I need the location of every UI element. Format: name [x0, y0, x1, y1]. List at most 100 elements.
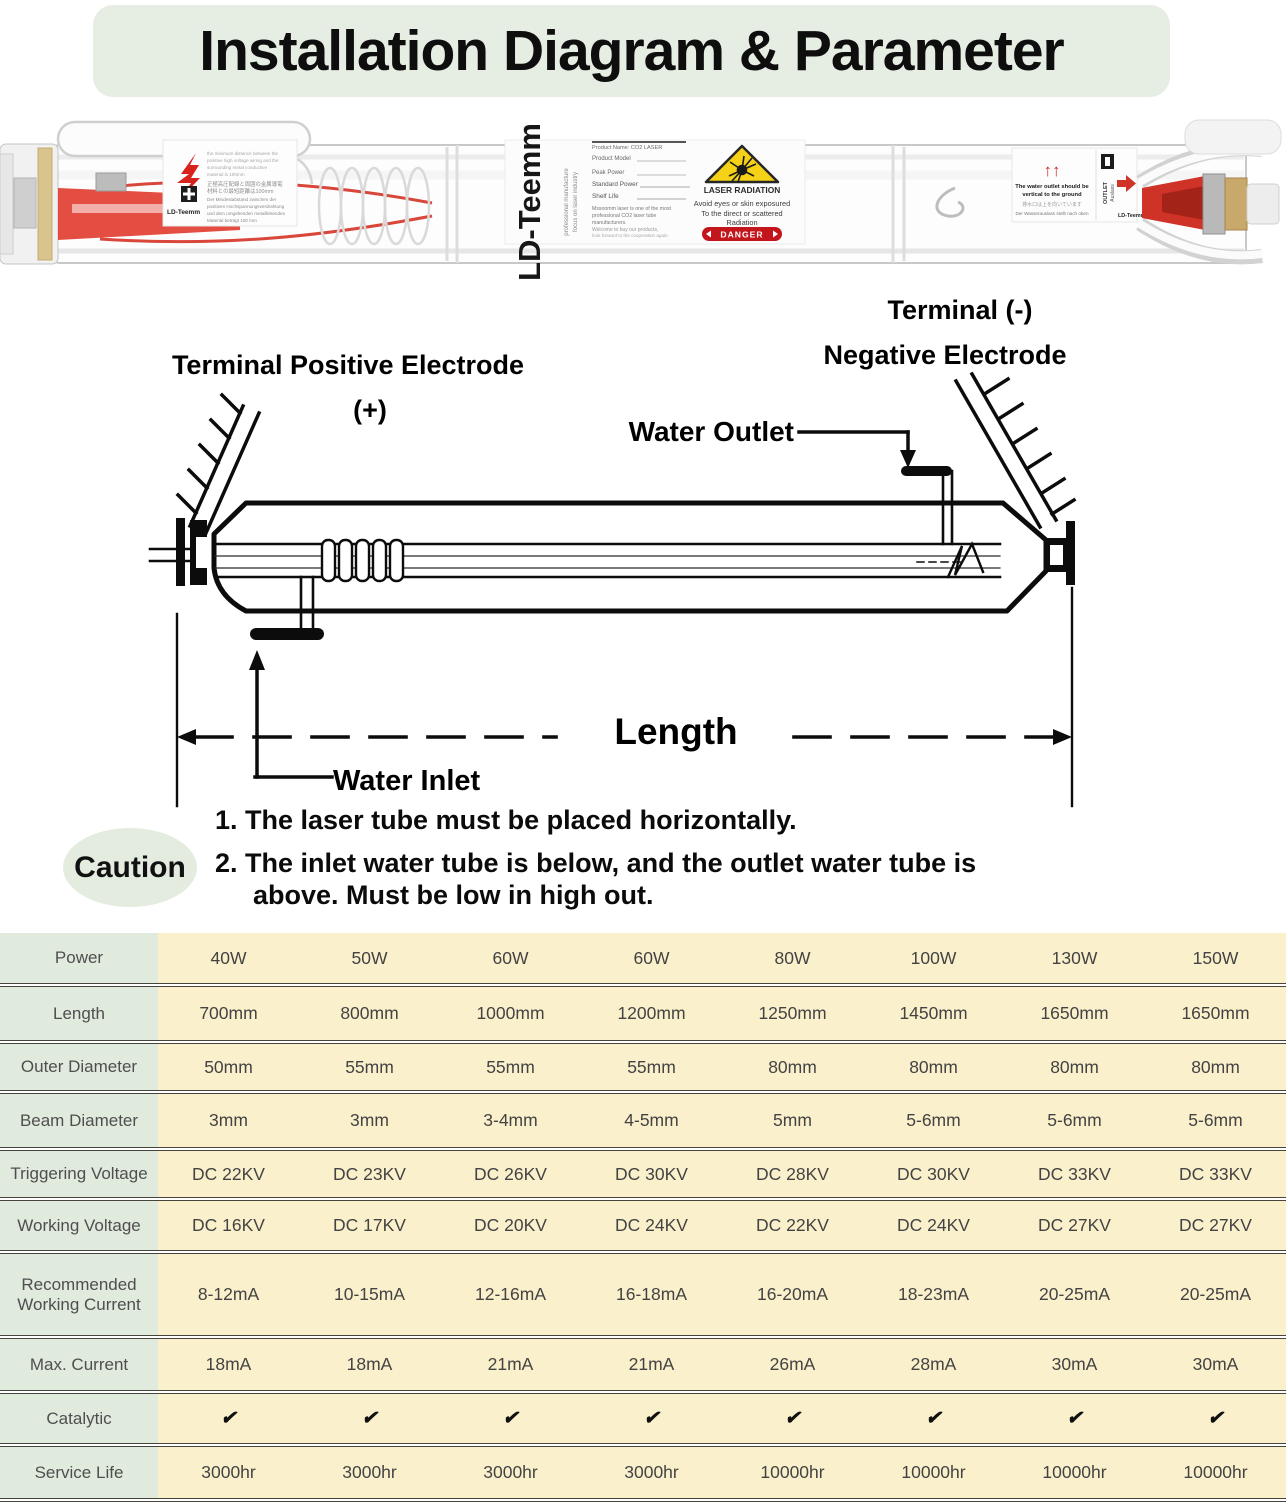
param-cell: 30mA	[1004, 1339, 1145, 1390]
param-cell: 3000hr	[299, 1447, 440, 1498]
param-cell: DC 16KV	[158, 1201, 299, 1250]
row-header: Max. Current	[0, 1339, 158, 1390]
row-header: Triggering Voltage	[0, 1151, 158, 1197]
row-header: Service Life	[0, 1447, 158, 1498]
param-cell: 55mm	[581, 1044, 722, 1090]
param-cell: 1200mm	[581, 987, 722, 1040]
danger-badge: DANGER	[702, 227, 782, 241]
page-title: Installation Diagram & Parameter	[199, 19, 1064, 83]
water-outlet-pipe	[901, 466, 954, 546]
svg-text:Product Model: Product Model	[592, 156, 631, 162]
param-cell: 80mm	[1004, 1044, 1145, 1090]
param-cell: DC 30KV	[581, 1151, 722, 1197]
parameter-table: Power 40W 50W 60W 60W 80W 100W 130W 150W…	[0, 933, 1286, 1502]
center-brand-label: LD-Teemm professional manufacture focus …	[504, 123, 806, 281]
laser-warning-block: LASER RADIATION Avoid eyes or skin expos…	[694, 144, 790, 241]
checkmark-icon: ✔	[581, 1394, 722, 1443]
param-cell: 3mm	[158, 1094, 299, 1147]
checkmark-icon: ✔	[440, 1394, 581, 1443]
param-cell: 80mm	[863, 1044, 1004, 1090]
param-cell: DC 27KV	[1004, 1201, 1145, 1250]
param-cell: DC 27KV	[1145, 1201, 1286, 1250]
param-cell: 1000mm	[440, 987, 581, 1040]
svg-text:Welcome to buy our products,: Welcome to buy our products,	[592, 227, 658, 233]
table-row-power: Power 40W 50W 60W 60W 80W 100W 130W 150W	[0, 933, 1286, 983]
param-cell: 21mA	[581, 1339, 722, 1390]
param-cell: 3-4mm	[440, 1094, 581, 1147]
glass-collars	[445, 145, 906, 263]
param-cell: 150W	[1145, 933, 1286, 983]
param-cell: 80mm	[722, 1044, 863, 1090]
param-cell: 130W	[1004, 933, 1145, 983]
table-row-outer-diameter: Outer Diameter 50mm 55mm 55mm 55mm 80mm …	[0, 1040, 1286, 1090]
water-outlet-label: Water Outlet	[628, 416, 794, 447]
brand-vertical-text: LD-Teemm	[512, 123, 547, 281]
param-cell: 5mm	[722, 1094, 863, 1147]
svg-text:Der Wasserauslass stellt nach: Der Wasserauslass stellt nach oben	[1015, 211, 1089, 216]
param-cell: 1650mm	[1145, 987, 1286, 1040]
installation-diagram	[0, 288, 1286, 818]
param-cell: 5-6mm	[1004, 1094, 1145, 1147]
svg-text:Mssoomm laser is one of the mo: Mssoomm laser is one of the most	[592, 206, 672, 212]
param-cell: 10-15mA	[299, 1254, 440, 1335]
svg-text:LD-Teemm: LD-Teemm	[1118, 213, 1146, 219]
checkmark-icon: ✔	[1004, 1394, 1145, 1443]
left-terminal-pin	[148, 547, 192, 563]
svg-text:the minimum distance between t: the minimum distance between the	[207, 151, 278, 156]
row-header: Beam Diameter	[0, 1094, 158, 1147]
radiation-starburst-icon	[728, 155, 757, 183]
svg-text:Material beträgt 100 mm: Material beträgt 100 mm	[207, 218, 257, 223]
svg-text:DANGER: DANGER	[720, 230, 763, 240]
positive-electrode-rod	[175, 392, 262, 536]
param-cell: 3000hr	[581, 1447, 722, 1498]
param-cell: DC 20KV	[440, 1201, 581, 1250]
param-cell: 20-25mA	[1145, 1254, 1286, 1335]
glass-coil	[317, 166, 431, 246]
table-row-beam-diameter: Beam Diameter 3mm 3mm 3-4mm 4-5mm 5mm 5-…	[0, 1090, 1286, 1147]
inner-coil	[320, 538, 405, 583]
svg-text:排水口は上を向いています: 排水口は上を向いています	[1022, 201, 1082, 208]
laser-tube-photo-svg: the minimum distance between the positiv…	[0, 119, 1282, 281]
negative-electrode-rod	[953, 371, 1077, 530]
param-cell: 28mA	[863, 1339, 1004, 1390]
svg-text:professional manufacture: professional manufacture	[564, 168, 570, 236]
svg-text:Peak Power: Peak Power	[592, 170, 624, 176]
param-cell: 800mm	[299, 987, 440, 1040]
param-cell: DC 22KV	[722, 1201, 863, 1250]
param-cell: 60W	[440, 933, 581, 983]
lightning-bolt-icon	[177, 153, 200, 198]
param-cell: 26mA	[722, 1339, 863, 1390]
plus-cross-icon	[181, 186, 197, 202]
row-header: Working Voltage	[0, 1201, 158, 1250]
right-terminal-cap	[1044, 521, 1075, 585]
svg-text:To the direct or scattered: To the direct or scattered	[701, 209, 782, 218]
svg-text:surrounding metal conductive: surrounding metal conductive	[207, 165, 267, 170]
param-cell: 3000hr	[158, 1447, 299, 1498]
param-cell: 4-5mm	[581, 1094, 722, 1147]
row-header: Length	[0, 987, 158, 1040]
row-header: Power	[0, 933, 158, 983]
laser-warning-triangle-icon	[704, 144, 780, 184]
glass-hook	[935, 186, 965, 218]
param-cell: 1250mm	[722, 987, 863, 1040]
row-header: Outer Diameter	[0, 1044, 158, 1090]
param-cell: 10000hr	[1004, 1447, 1145, 1498]
param-cell: 80W	[722, 933, 863, 983]
svg-text:Standard Power: Standard Power	[592, 181, 639, 188]
param-cell: 1450mm	[863, 987, 1004, 1040]
svg-text:The water outlet should be: The water outlet should be	[1015, 184, 1089, 190]
svg-text:manufacturers.: manufacturers.	[592, 220, 627, 226]
caution-badge: Caution	[63, 828, 197, 907]
param-cell: 60W	[581, 933, 722, 983]
svg-text:focus on laser industry: focus on laser industry	[573, 172, 579, 232]
left-terminal-cap	[176, 518, 207, 586]
param-cell: 18mA	[299, 1339, 440, 1390]
param-cell: 8-12mA	[158, 1254, 299, 1335]
param-cell: 30mA	[1145, 1339, 1286, 1390]
svg-text:vertical to the ground: vertical to the ground	[1022, 192, 1082, 198]
table-row-catalytic: Catalytic ✔ ✔ ✔ ✔ ✔ ✔ ✔ ✔	[0, 1390, 1286, 1443]
svg-text:Der Mindestabstand zwischen de: Der Mindestabstand zwischen der	[207, 197, 277, 202]
param-cell: DC 24KV	[581, 1201, 722, 1250]
svg-text:Auslass: Auslass	[1110, 184, 1116, 202]
param-cell: 3mm	[299, 1094, 440, 1147]
